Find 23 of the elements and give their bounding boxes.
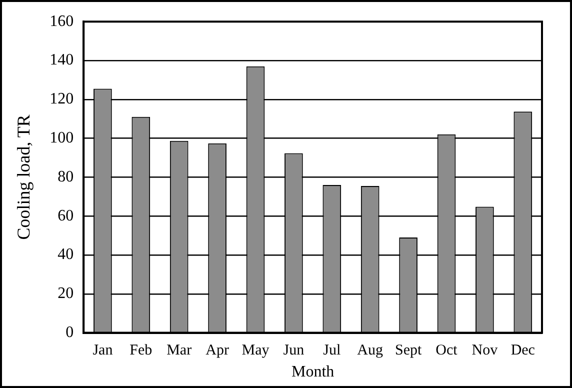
x-axis-title: Month xyxy=(291,364,334,381)
y-tick-label: 100 xyxy=(50,130,74,147)
x-tick-label: Jan xyxy=(92,342,114,359)
y-tick-label: 160 xyxy=(50,12,74,30)
x-tick-label: Aug xyxy=(357,342,384,359)
x-tick-label: Dec xyxy=(510,342,536,359)
y-tick-label: 120 xyxy=(50,90,74,108)
x-tick-label: Mar xyxy=(166,342,192,359)
x-tick-label: Feb xyxy=(130,342,152,359)
x-tick-label: Jun xyxy=(283,342,305,359)
x-tick-label: Apr xyxy=(206,342,229,359)
y-tick-label: 40 xyxy=(58,246,74,264)
y-tick-label: 80 xyxy=(58,168,74,186)
y-tick-label: 140 xyxy=(50,52,74,69)
x-tick-label: May xyxy=(242,342,270,359)
x-tick-label: Jul xyxy=(323,342,341,359)
x-tick-label: Oct xyxy=(436,342,458,359)
x-tick-label: Nov xyxy=(472,342,498,359)
y-tick-label: 20 xyxy=(58,285,74,302)
y-axis-title: Cooling load, TR xyxy=(14,114,34,240)
x-tick-label: Sept xyxy=(394,342,422,359)
y-tick-label: 0 xyxy=(66,324,74,342)
y-tick-label: 60 xyxy=(58,207,74,224)
